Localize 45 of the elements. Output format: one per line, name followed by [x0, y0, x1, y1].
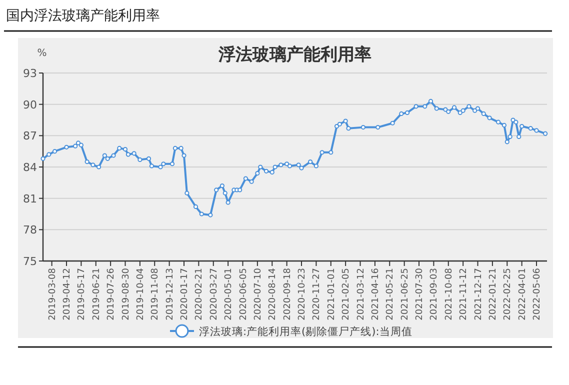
x-tick-label: 2020-02-21	[194, 268, 205, 320]
x-tick-label: 2021-10-08	[444, 268, 454, 320]
x-tick-label: 2022-01-21	[488, 268, 498, 320]
x-tick-label: 2020-06-05	[238, 268, 249, 320]
x-tick-label: 2019-10-04	[136, 268, 146, 320]
x-tick-label: 2019-07-26	[106, 268, 117, 320]
y-tick-label: 93	[23, 67, 37, 80]
y-tick-label: 75	[23, 255, 37, 268]
x-tick-label: 2021-07-30	[415, 268, 426, 320]
x-tick-label: 2021-01-01	[326, 268, 337, 320]
x-tick-label: 2020-03-27	[209, 268, 220, 320]
x-tick-label: 2021-09-03	[430, 268, 440, 320]
x-tick-label: 2022-04-01	[518, 268, 528, 320]
y-axis-title: %	[37, 48, 47, 59]
x-tick-label: 2021-04-16	[370, 268, 381, 320]
x-tick-label: 2020-07-10	[253, 268, 264, 320]
x-tick-label: 2022-02-25	[503, 268, 514, 320]
x-tick-label: 2021-06-25	[400, 268, 410, 320]
y-tick-label: 78	[23, 224, 37, 237]
x-tick-label: 2021-05-21	[386, 268, 396, 320]
x-tick-label: 2021-11-12	[459, 268, 470, 320]
x-tick-label: 2019-11-08	[150, 268, 161, 320]
x-tick-label: 2019-08-30	[121, 268, 132, 320]
x-tick-label: 2021-02-05	[342, 268, 352, 320]
chart-subtitle: 浮法玻璃产能利用率	[218, 45, 372, 65]
y-tick-label: 87	[23, 130, 37, 143]
x-tick-label: 2020-11-27	[312, 268, 322, 320]
legend-label: 浮法玻璃:产能利用率(剔除僵尸产线):当周值	[199, 325, 412, 338]
x-tick-label: 2019-06-21	[92, 268, 102, 320]
x-tick-label: 2019-12-13	[165, 268, 176, 320]
x-tick-label: 2020-09-18	[282, 268, 293, 320]
x-tick-label: 2020-01-17	[180, 268, 190, 320]
x-tick-label: 2019-05-17	[77, 268, 88, 320]
x-tick-label: 2021-03-12	[356, 268, 366, 320]
y-tick-label: 84	[23, 161, 37, 174]
y-tick-label: 81	[23, 192, 37, 206]
x-tick-label: 2020-08-14	[268, 268, 278, 320]
chart-title: 国内浮法玻璃产能利用率	[6, 8, 160, 24]
x-tick-label: 2020-05-01	[224, 268, 234, 320]
x-tick-label: 2021-12-17	[474, 268, 484, 320]
x-tick-label: 2019-04-12	[62, 268, 72, 320]
x-tick-label: 2022-05-06	[532, 268, 543, 320]
x-tick-label: 2020-10-23	[298, 268, 308, 320]
x-tick-label: 2019-03-08	[48, 268, 58, 320]
y-tick-label: 90	[23, 98, 37, 112]
